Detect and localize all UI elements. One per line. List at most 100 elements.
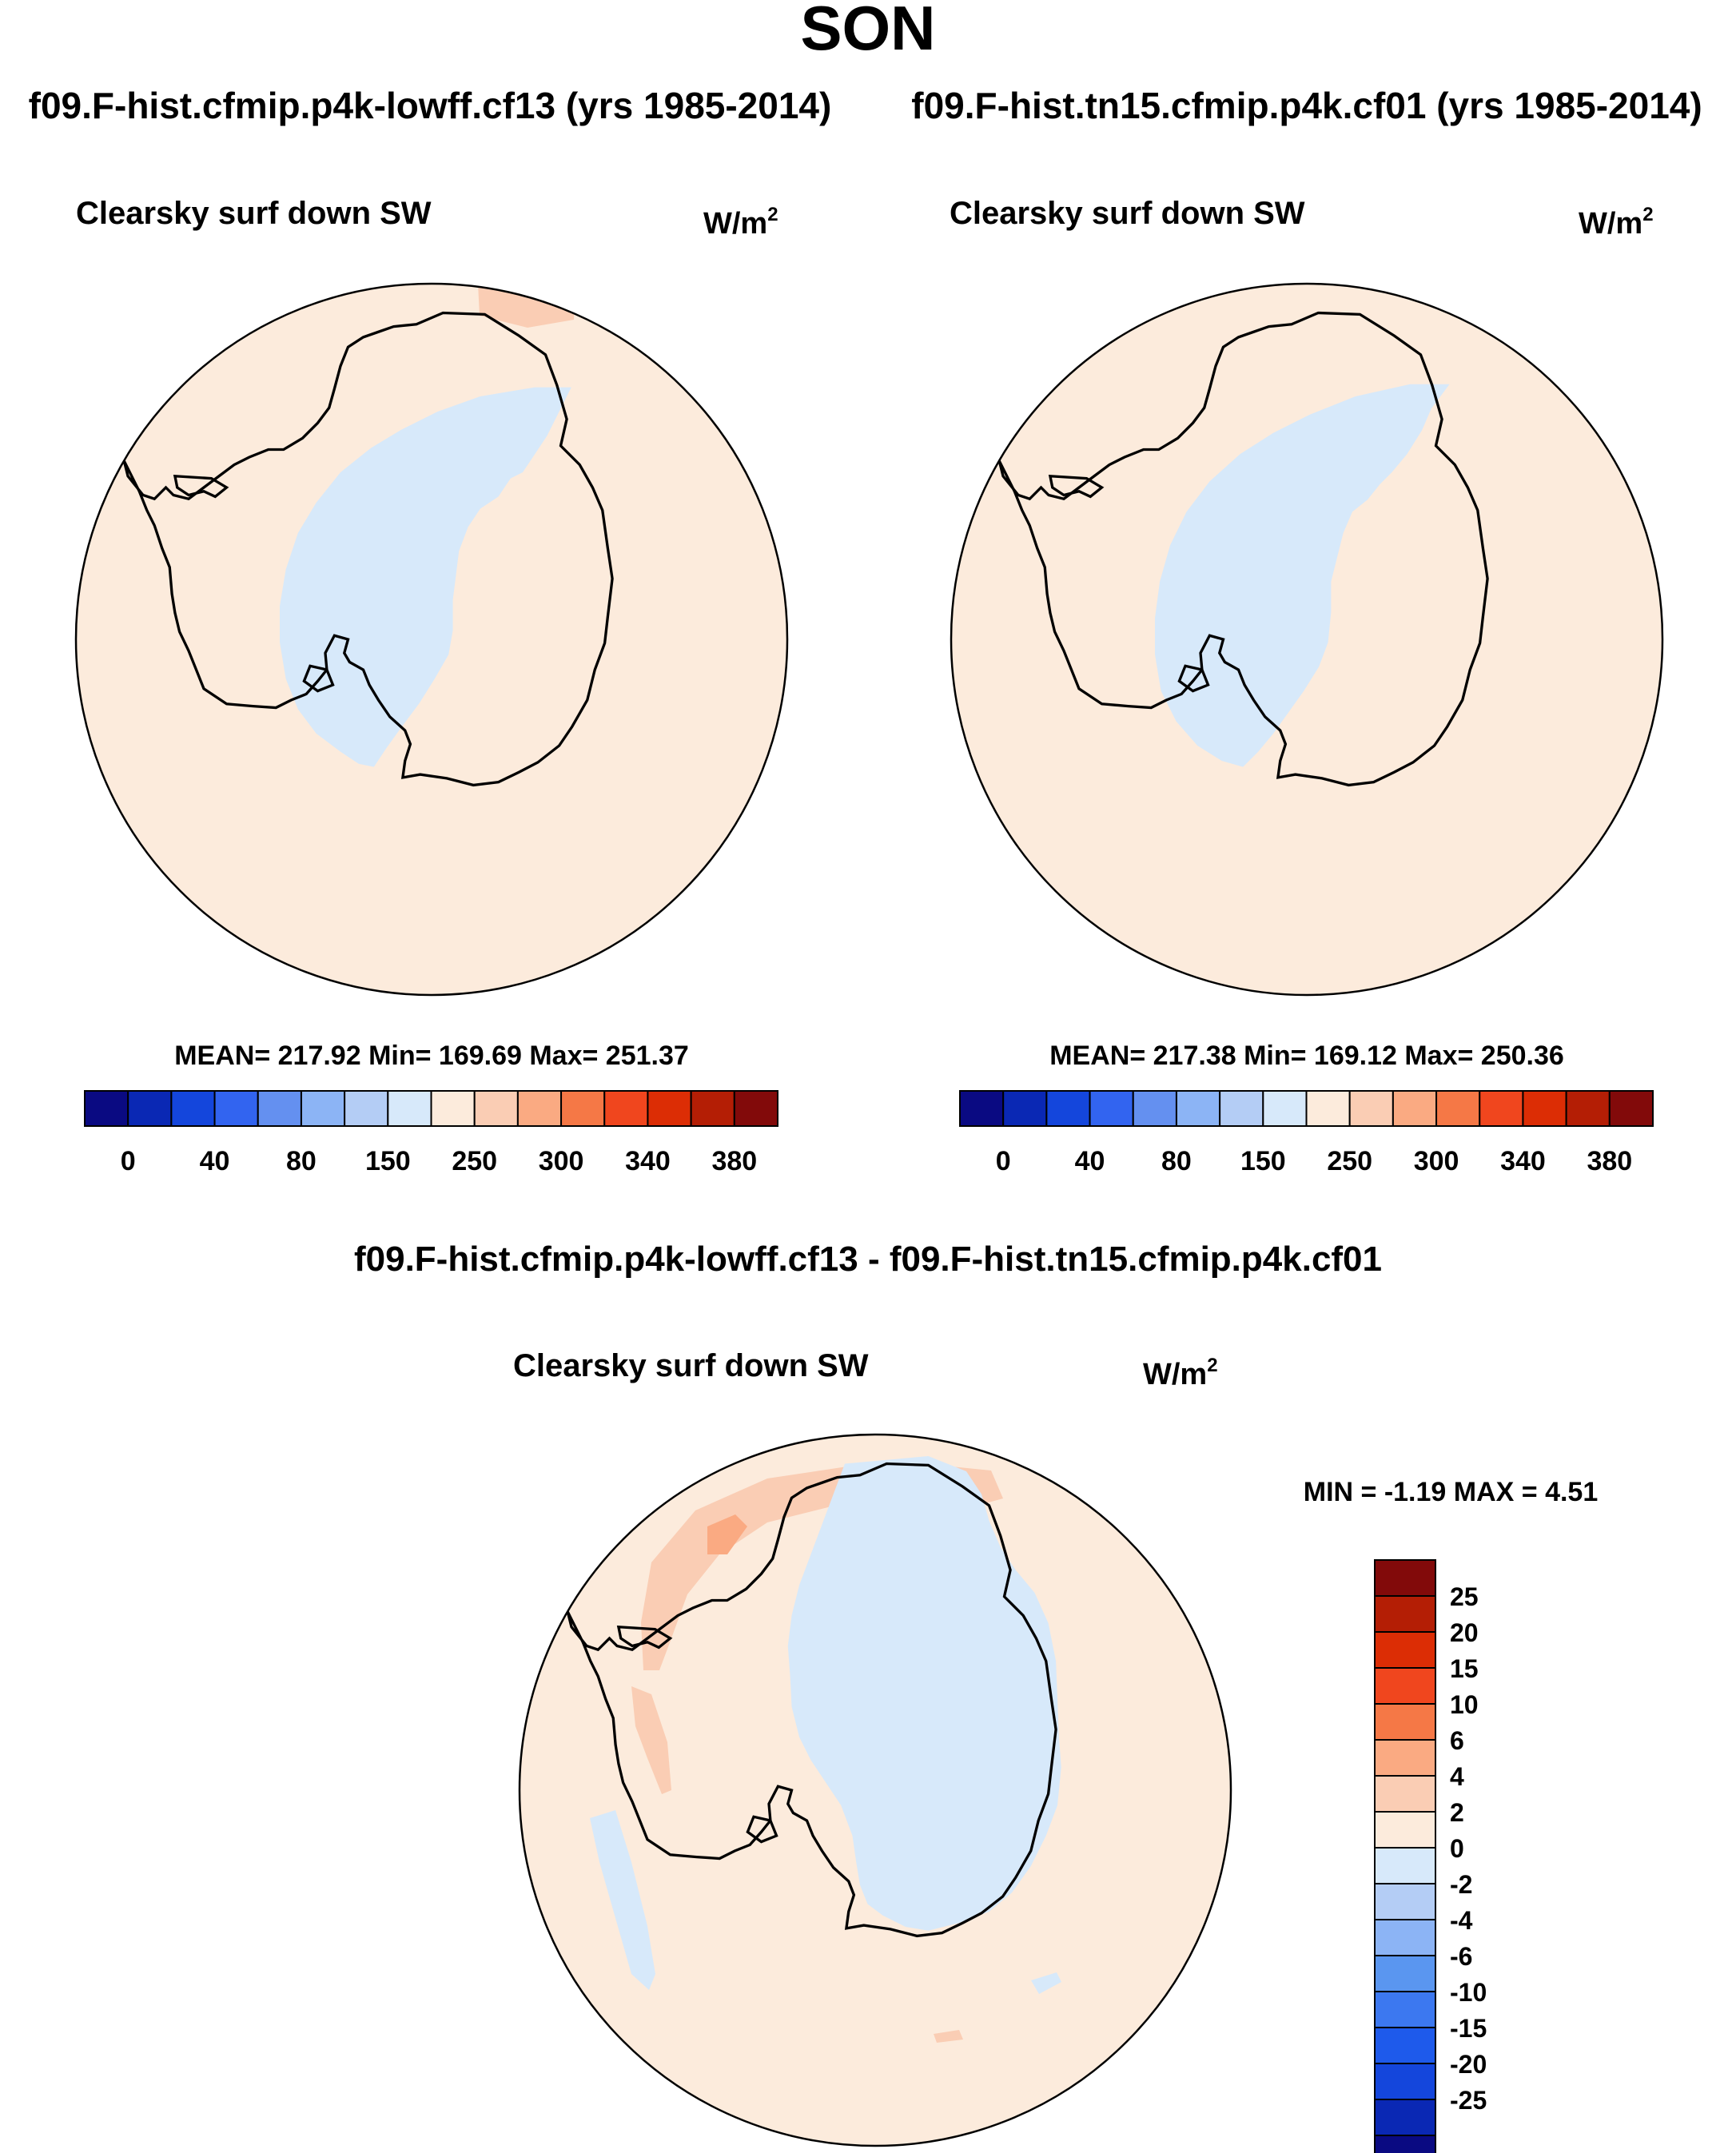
colorbar-box (473, 1090, 519, 1127)
colorbar-tick-label: -25 (1450, 2086, 1487, 2115)
colorbar-box (733, 1090, 778, 1127)
colorbar-box (1374, 1559, 1436, 1597)
panel-b-map-border (950, 282, 1664, 997)
colorbar-box (516, 1090, 563, 1127)
diff-title: f09.F-hist.cfmip.p4k-lowff.cf13 - f09.F-… (354, 1240, 1382, 1279)
diff-map (520, 1435, 1231, 2146)
colorbar-box (1374, 1811, 1436, 1849)
colorbar-tick-label: -20 (1450, 2050, 1487, 2079)
panel-b-units: W/m2 (1579, 204, 1654, 241)
colorbar-box (1374, 1739, 1436, 1777)
colorbar-box (690, 1090, 735, 1127)
colorbar-box (1374, 1955, 1436, 1992)
colorbar-box (1262, 1090, 1308, 1127)
diff-local-maximum (707, 1514, 747, 1554)
colorbar-tick-label: -4 (1450, 1906, 1473, 1935)
colorbar-box (1479, 1090, 1524, 1127)
colorbar-tick-label: 10 (1450, 1690, 1479, 1719)
panel-a-colorbar: 0 40 80 150 250 300 340 380 (84, 1090, 778, 1176)
colorbar-tick-label: 2 (1450, 1798, 1464, 1827)
colorbar-tick-label: 300 (539, 1146, 584, 1176)
panel-a-variable-title: Clearsky surf down SW (76, 196, 432, 231)
colorbar-tick-label: 15 (1450, 1654, 1479, 1683)
colorbar-tick-label: 150 (365, 1146, 411, 1176)
colorbar-box (1374, 1991, 1436, 2028)
season-title: SON (800, 0, 935, 63)
colorbar-box (1374, 1847, 1436, 1884)
case-b-title: f09.F-hist.tn15.cfmip.p4k.cf01 (yrs 1985… (911, 85, 1702, 126)
colorbar-tick-label: 380 (1587, 1146, 1632, 1176)
colorbar-box (560, 1090, 606, 1127)
colorbar-box (1002, 1090, 1048, 1127)
panel-b-variable-title: Clearsky surf down SW (950, 196, 1305, 231)
colorbar-tick-label: 340 (625, 1146, 671, 1176)
colorbar-box (1608, 1090, 1654, 1127)
colorbar-box (1374, 2099, 1436, 2136)
colorbar-box (387, 1090, 432, 1127)
colorbar-box (1132, 1090, 1177, 1127)
diff-units: W/m2 (1143, 1355, 1218, 1391)
panel-a-stats: MEAN= 217.92 Min= 169.69 Max= 251.37 (174, 1041, 689, 1071)
case-a-title: f09.F-hist.cfmip.p4k-lowff.cf13 (yrs 198… (29, 85, 832, 126)
colorbar-box (84, 1090, 129, 1127)
colorbar-box (1522, 1090, 1567, 1127)
colorbar-tick-label: 380 (711, 1146, 757, 1176)
panel-b-colorbar: 0 40 80 150 250 300 340 380 (959, 1090, 1654, 1176)
colorbar-box (647, 1090, 692, 1127)
colorbar-tick-label: 340 (1500, 1146, 1546, 1176)
panel-a-map-border (74, 282, 789, 997)
diff-variable-title: Clearsky surf down SW (513, 1348, 869, 1383)
colorbar-tick-label: -15 (1450, 2014, 1487, 2043)
colorbar-tick-label: 0 (1450, 1834, 1464, 1863)
colorbar-box (430, 1090, 476, 1127)
colorbar-tick-label: 250 (1327, 1146, 1372, 1176)
panel-case-a: Clearsky surf down SW W/m2 MEAN= 217.92 … (74, 196, 789, 1176)
colorbar-box (1374, 1595, 1436, 1633)
colorbar-box (170, 1090, 216, 1127)
diff-map-border (518, 1433, 1232, 2147)
colorbar-box (1435, 1090, 1481, 1127)
colorbar-tick-label: 20 (1450, 1618, 1479, 1647)
panel-case-b: Clearsky surf down SW W/m2 MEAN= 217.38 … (950, 196, 1664, 1176)
colorbar-tick-label: 6 (1450, 1726, 1464, 1755)
colorbar-box (257, 1090, 302, 1127)
colorbar-box (959, 1090, 1005, 1127)
colorbar-tick-label: 300 (1414, 1146, 1459, 1176)
colorbar-tick-label: 80 (1161, 1146, 1192, 1176)
colorbar-box (213, 1090, 259, 1127)
colorbar-tick-label: 0 (996, 1146, 1011, 1176)
panel-a-units: W/m2 (703, 204, 778, 241)
diff-small-cool-speck (1031, 1972, 1061, 1994)
colorbar-box (1374, 1703, 1436, 1741)
colorbar-box (1374, 2027, 1436, 2064)
colorbar-tick-label: 150 (1240, 1146, 1286, 1176)
colorbar-box (1089, 1090, 1134, 1127)
colorbar-box (127, 1090, 173, 1127)
colorbar-tick-label: 0 (121, 1146, 136, 1176)
colorbar-box (1175, 1090, 1221, 1127)
colorbar-box (1374, 1667, 1436, 1705)
colorbar-tick-label: 4 (1450, 1762, 1464, 1791)
panel-difference: f09.F-hist.cfmip.p4k-lowff.cf13 - f09.F-… (354, 1240, 1598, 2153)
colorbar-tick-label: -10 (1450, 1978, 1487, 2007)
colorbar-box (1374, 1919, 1436, 1956)
colorbar-tick-label: 25 (1450, 1582, 1479, 1611)
colorbar-tick-label: -6 (1450, 1942, 1472, 1971)
diff-small-warm-speck (934, 2030, 963, 2043)
colorbar-box (1374, 2063, 1436, 2100)
colorbar-box (603, 1090, 649, 1127)
diff-ocean-cool-patch (590, 1810, 655, 1990)
colorbar-box (1305, 1090, 1351, 1127)
colorbar-tick-label: -2 (1450, 1870, 1472, 1899)
colorbar-tick-label: 40 (200, 1146, 230, 1176)
panel-b-map (951, 284, 1662, 995)
panel-b-stats: MEAN= 217.38 Min= 169.12 Max= 250.36 (1049, 1041, 1564, 1071)
colorbar-box (1219, 1090, 1264, 1127)
colorbar-box (300, 1090, 346, 1127)
colorbar-box (1374, 1631, 1436, 1669)
colorbar-box (1348, 1090, 1394, 1127)
diff-weddell-warm-arc (641, 1464, 1003, 1670)
colorbar-box (1565, 1090, 1611, 1127)
